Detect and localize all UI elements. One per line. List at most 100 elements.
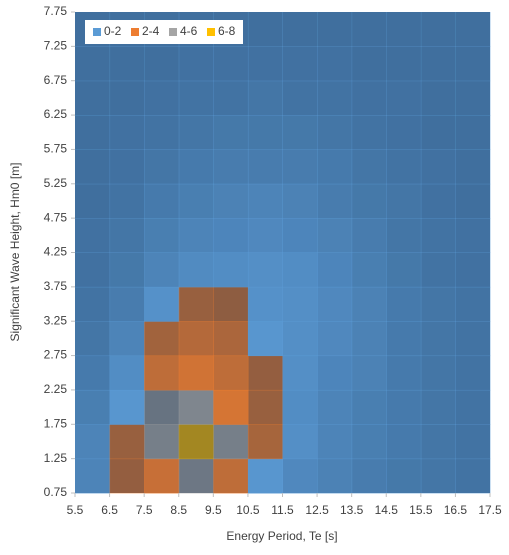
contour-cell: [75, 321, 111, 357]
contour-cell: [109, 183, 145, 219]
y-tick-label: 4.75: [44, 210, 68, 224]
legend-label: 4-6: [180, 24, 198, 38]
x-tick-label: 14.5: [375, 503, 399, 517]
y-tick-label: 0.75: [44, 485, 68, 499]
contour-cell: [178, 183, 214, 219]
contour-cell: [75, 218, 111, 253]
contour-cell: [351, 355, 387, 391]
x-tick-label: 8.5: [170, 503, 187, 517]
contour-cell: [75, 80, 111, 116]
contour-cell: [351, 218, 387, 253]
contour-cell: [386, 218, 422, 253]
contour-cell: [386, 458, 422, 494]
contour-cell: [144, 46, 180, 82]
contour-cell: [455, 183, 491, 219]
contour-cell: [109, 389, 145, 425]
contour-cell: [247, 46, 283, 82]
y-tick-label: 2.75: [44, 348, 68, 362]
contour-cell: [109, 286, 145, 322]
contour-cell: [351, 458, 387, 494]
contour-cell: [75, 286, 111, 322]
contour-cell: [351, 12, 387, 47]
contour-cell: [282, 183, 318, 219]
contour-cell: [213, 183, 249, 219]
legend-label: 0-2: [104, 24, 122, 38]
contour-cell: [317, 115, 353, 150]
contour-cell: [178, 115, 214, 150]
contour-cell: [455, 46, 491, 82]
y-tick-label: 5.25: [44, 176, 68, 190]
contour-cell: [144, 252, 180, 288]
contour-cell: [178, 424, 214, 460]
contour-cell: [317, 46, 353, 82]
contour-cell: [75, 46, 111, 82]
contour-cell: [75, 252, 111, 288]
contour-cell: [213, 286, 249, 322]
contour-cell: [178, 218, 214, 253]
contour-cell: [282, 355, 318, 391]
contour-cell: [247, 355, 283, 391]
contour-cell: [213, 252, 249, 288]
contour-cell: [420, 115, 456, 150]
contour-cell: [75, 149, 111, 185]
contour-cell: [317, 286, 353, 322]
contour-cell: [247, 183, 283, 219]
y-tick-label: 3.25: [44, 313, 68, 327]
y-tick-label: 1.75: [44, 416, 68, 430]
contour-cell: [247, 12, 283, 47]
contour-cell: [178, 252, 214, 288]
contour-cell: [75, 424, 111, 460]
contour-cell: [282, 218, 318, 253]
contour-cell: [144, 458, 180, 494]
contour-cell: [386, 115, 422, 150]
contour-cell: [247, 252, 283, 288]
contour-cell: [282, 286, 318, 322]
contour-cell: [178, 149, 214, 185]
contour-cell: [144, 321, 180, 357]
x-tick-label: 5.5: [67, 503, 84, 517]
contour-cell: [455, 424, 491, 460]
contour-cell: [317, 389, 353, 425]
contour-cell: [109, 252, 145, 288]
contour-cell: [455, 115, 491, 150]
y-tick-label: 6.75: [44, 73, 68, 87]
x-tick-label: 7.5: [136, 503, 153, 517]
x-tick-label: 6.5: [101, 503, 118, 517]
contour-cell: [109, 355, 145, 391]
contour-cell: [317, 218, 353, 253]
y-tick-label: 3.75: [44, 279, 68, 293]
contour-cell: [247, 80, 283, 116]
contour-cell: [213, 149, 249, 185]
contour-cell: [178, 286, 214, 322]
contour-cell: [213, 321, 249, 357]
y-tick-label: 7.25: [44, 39, 68, 53]
contour-cell: [386, 183, 422, 219]
contour-cell: [144, 218, 180, 253]
contour-cell: [213, 458, 249, 494]
y-tick-label: 7.75: [44, 4, 68, 18]
contour-cell: [386, 286, 422, 322]
contour-cell: [213, 218, 249, 253]
legend-swatch: [207, 28, 215, 36]
contour-cell: [109, 115, 145, 150]
contour-cell: [420, 46, 456, 82]
contour-cell: [420, 458, 456, 494]
contour-cell: [75, 183, 111, 219]
contour-cell: [351, 80, 387, 116]
contour-cell: [109, 46, 145, 82]
y-tick-label: 5.75: [44, 142, 68, 156]
legend-label: 6-8: [218, 24, 236, 38]
contour-cell: [75, 115, 111, 150]
contour-cell: [282, 458, 318, 494]
contour-cell: [282, 115, 318, 150]
contour-cell: [351, 46, 387, 82]
contour-cell: [75, 458, 111, 494]
contour-cell: [247, 115, 283, 150]
contour-cell: [213, 355, 249, 391]
contour-cell: [247, 389, 283, 425]
contour-cell: [386, 12, 422, 47]
contour-cell: [317, 12, 353, 47]
contour-cell: [282, 149, 318, 185]
contour-cell: [247, 218, 283, 253]
